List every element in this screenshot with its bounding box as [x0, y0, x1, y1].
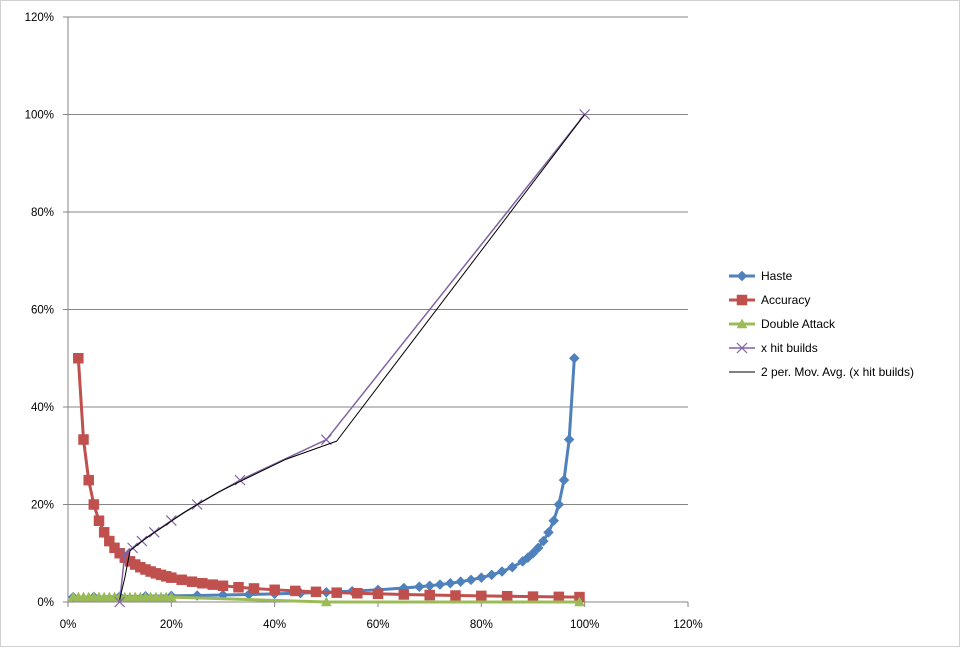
legend-swatch-marker: [736, 318, 748, 329]
data-point-haste: [548, 515, 560, 527]
data-point-haste: [543, 526, 554, 538]
legend-item-double-attack: Double Attack: [729, 317, 836, 331]
data-point-haste: [434, 579, 446, 590]
grid-layer: [68, 16, 688, 505]
data-point-accuracy: [269, 584, 280, 596]
data-point-x-hit-builds: [114, 596, 126, 608]
data-point-accuracy: [352, 588, 363, 599]
data-point-accuracy: [166, 572, 177, 583]
data-point-double-attack: [574, 596, 585, 607]
data-point-haste: [506, 561, 518, 573]
data-point-x-hit-builds: [320, 434, 332, 446]
data-point-accuracy: [233, 581, 244, 593]
y-tick-label: 100%: [25, 110, 54, 122]
data-point-accuracy: [176, 574, 187, 586]
data-point-accuracy: [450, 590, 461, 601]
data-point-accuracy: [501, 590, 513, 602]
data-point-accuracy: [372, 588, 384, 600]
data-point-accuracy: [207, 579, 218, 590]
data-point-haste: [553, 499, 565, 510]
x-tick-label: 60%: [366, 619, 389, 631]
series-layer: [67, 109, 591, 608]
data-point-accuracy: [217, 580, 229, 592]
legend-item-2-per-mov-avg-x-hit-builds: 2 per. Mov. Avg. (x hit builds): [729, 365, 914, 379]
x-marker-stroke: [119, 547, 131, 559]
data-point-accuracy: [78, 434, 89, 445]
data-point-accuracy: [248, 583, 260, 594]
data-point-haste: [496, 566, 508, 577]
legend-swatch-marker: [736, 342, 748, 354]
data-point-haste: [444, 577, 456, 589]
legend-item-x-hit-builds: x hit builds: [729, 341, 818, 355]
data-point-accuracy: [553, 591, 565, 603]
x-tick-label: 120%: [673, 619, 702, 631]
data-point-accuracy: [310, 586, 322, 598]
x-marker-stroke: [114, 596, 126, 608]
legend-label: Accuracy: [761, 293, 810, 307]
y-tick-label: 20%: [31, 500, 54, 512]
data-point-accuracy: [186, 576, 198, 587]
data-point-haste: [527, 547, 539, 559]
data-point-double-attack: [320, 596, 332, 607]
x-tick-label: 100%: [570, 619, 599, 631]
x-tick-label: 20%: [160, 619, 183, 631]
x-tick-label: 0%: [60, 619, 77, 631]
y-tick-label: 0%: [37, 597, 54, 609]
data-point-haste: [537, 535, 549, 547]
data-point-x-hit-builds: [127, 542, 139, 554]
y-tick-label: 80%: [31, 207, 54, 219]
data-point-accuracy: [83, 474, 94, 486]
x-tick-label: 40%: [263, 619, 286, 631]
data-point-accuracy: [331, 587, 342, 598]
y-tick-label: 120%: [25, 12, 54, 24]
data-point-accuracy: [424, 589, 435, 601]
legend-item-accuracy: Accuracy: [729, 293, 810, 307]
data-point-haste: [424, 580, 436, 592]
legend-label: Haste: [761, 269, 793, 283]
series-line-2-per-mov-avg-x-hit-builds: [119, 114, 586, 600]
y-tick-label: 40%: [31, 402, 54, 414]
x-marker-stroke: [127, 542, 139, 554]
legend-item-haste: Haste: [729, 269, 793, 283]
tick-layer: 0% 20% 40% 60% 80% 100% 120% 0% 20% 40% 60% 80% 100%…: [25, 12, 703, 631]
x-marker-stroke: [736, 342, 748, 354]
series-line-accuracy: [76, 358, 580, 599]
data-point-accuracy: [290, 585, 301, 597]
y-tick-label: 60%: [31, 305, 54, 317]
series-double-attack: [67, 591, 585, 607]
data-point-double-attack: [165, 591, 177, 602]
data-point-haste: [532, 542, 544, 554]
legend-label: x hit builds: [761, 341, 818, 355]
data-point-haste: [558, 474, 570, 486]
legend-swatch-marker: [736, 270, 748, 282]
x-marker-stroke: [320, 434, 332, 446]
series-line-x-hit-builds: [118, 114, 586, 603]
data-point-accuracy: [73, 353, 84, 364]
data-point-haste: [568, 352, 580, 364]
data-point-haste: [413, 581, 425, 593]
data-point-haste: [563, 434, 575, 445]
x-tick-label: 80%: [470, 619, 493, 631]
legend: Haste Accuracy Double Attack x hit builds 2 …: [729, 269, 914, 379]
data-point-haste: [486, 569, 498, 581]
data-point-haste: [475, 572, 487, 583]
data-point-accuracy: [476, 590, 487, 602]
series-line-haste: [73, 358, 576, 599]
series-x-hit-builds: [114, 109, 591, 608]
legend-label: 2 per. Mov. Avg. (x hit builds): [761, 365, 914, 379]
data-point-accuracy: [88, 499, 100, 510]
data-point-accuracy: [527, 591, 539, 602]
data-point-haste: [465, 574, 477, 586]
data-point-x-hit-builds: [119, 547, 131, 559]
data-point-accuracy: [197, 577, 208, 589]
legend-swatch-marker: [736, 294, 748, 306]
data-point-haste: [455, 576, 467, 588]
series-2-per-mov-avg-x-hit-builds: [119, 114, 586, 600]
data-point-accuracy: [398, 589, 410, 600]
series-accuracy: [73, 353, 585, 603]
legend-label: Double Attack: [761, 317, 836, 331]
data-point-accuracy: [93, 515, 105, 526]
